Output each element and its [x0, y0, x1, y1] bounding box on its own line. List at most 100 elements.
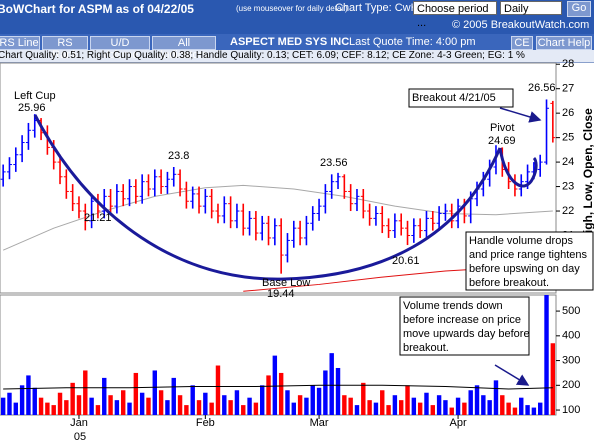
volume-bar: [411, 397, 417, 415]
annotation: Base Low: [262, 277, 310, 289]
quality-line: Chart Quality: 0.51; Right Cup Quality: …: [0, 50, 525, 61]
annotation: 19.44: [267, 288, 295, 300]
volume-bar: [158, 390, 164, 415]
volume-bar: [386, 405, 391, 415]
volume-bar: [108, 395, 113, 415]
line: [2, 184, 553, 251]
rs-rank-button[interactable]: RS Rank: [42, 36, 88, 61]
x-tick-label: Feb: [196, 417, 215, 429]
ud-volume-button[interactable]: U/D Volume: [90, 36, 150, 61]
volume-bar: [32, 387, 37, 415]
volume-bar: [285, 390, 290, 415]
volume-bar: [392, 395, 398, 415]
y-tick-label: 27: [562, 83, 574, 95]
volume-bar: [449, 407, 454, 415]
volume-bar: [165, 400, 170, 415]
annotation: 20.61: [392, 255, 420, 267]
annotation: 26.56: [528, 82, 556, 94]
volume-bar: [310, 385, 315, 415]
volume-bar: [139, 392, 145, 415]
annotation: 25.96: [18, 102, 46, 114]
quote-time: Last Quote Time: 4:00 pm: [349, 36, 476, 48]
arrow: [494, 364, 530, 386]
annotation: move upwards day before: [403, 328, 530, 340]
volume-bar: [424, 392, 429, 415]
annotation: 23.56: [320, 157, 348, 169]
year-label: 05: [74, 431, 86, 441]
volume-bar: [76, 395, 82, 415]
volume-bar: [114, 400, 120, 415]
volume-bar: [493, 380, 499, 415]
annotation-box: [408, 88, 514, 108]
volume-bar: [272, 355, 278, 415]
arrow: [499, 107, 542, 123]
volume-bar: [323, 370, 328, 415]
interval-select[interactable]: Daily: [500, 1, 562, 15]
annotation-box: [399, 296, 530, 356]
chart-help-button[interactable]: Chart Help: [536, 36, 592, 50]
y-tick-label: 23: [562, 180, 574, 192]
annotation: breakout.: [403, 342, 449, 354]
volume-bar: [316, 387, 322, 415]
volume-bar: [57, 392, 63, 415]
go-button[interactable]: Go: [567, 1, 591, 17]
volume-bar: [474, 385, 480, 415]
volume-bar: [430, 405, 436, 415]
volume-bar: [95, 405, 101, 415]
line: [3, 384, 553, 390]
volume-bar: [120, 390, 126, 415]
volume-plot: [0, 295, 556, 415]
volume-bar: [348, 397, 353, 415]
volume-bar: [525, 405, 530, 415]
volume-bar: [259, 385, 265, 415]
copyright: © 2005 BreakoutWatch.com: [452, 19, 590, 31]
volume-bar: [405, 385, 410, 415]
volume-bar: [443, 400, 448, 415]
all-indicators-button[interactable]: All Indicators: [152, 36, 216, 61]
cup-curve: [33, 114, 502, 281]
handle-curve: [498, 147, 538, 188]
volume-bar: [19, 385, 25, 415]
annotation: 23.8: [168, 150, 189, 162]
volume-bar: [462, 402, 467, 415]
volume-bar: [241, 405, 246, 415]
volume-bar: [398, 400, 404, 415]
volume-bar: [266, 375, 271, 415]
annotation: before increase on price: [403, 314, 521, 326]
volume-bar: [500, 395, 505, 415]
y-tick-label: 22: [562, 205, 574, 217]
annotation: Handle volume drops: [469, 235, 573, 247]
rs-line-button[interactable]: RS Line: [0, 36, 40, 50]
volume-bar: [544, 295, 549, 415]
volume-bar: [253, 402, 259, 415]
volume-bar: [550, 343, 556, 415]
volume-bar: [247, 397, 252, 415]
volume-bar: [215, 365, 221, 415]
volume-bar: [291, 402, 297, 415]
volume-bar: [222, 395, 227, 415]
y-tick-label: 400: [562, 330, 580, 342]
volume-bar: [278, 372, 284, 415]
y-tick-label: 26: [562, 107, 574, 119]
volume-bar: [13, 402, 19, 415]
volume-bar: [417, 402, 423, 415]
period-select[interactable]: Choose period ...: [413, 1, 497, 29]
ce-button[interactable]: CE: [511, 36, 533, 50]
company: ASPECT MED SYS INC: [230, 36, 350, 48]
annotation-box: [465, 231, 594, 291]
volume-bar: [26, 375, 31, 415]
volume-bar: [234, 390, 240, 415]
volume-bar: [506, 402, 511, 415]
volume-bar: [171, 377, 176, 415]
y-tick-label: 100: [562, 404, 580, 416]
volume-bar: [184, 405, 189, 415]
volume-bar: [89, 397, 94, 415]
volume-bar: [196, 400, 202, 415]
annotation: Volume trends down: [403, 300, 503, 312]
volume-bar: [512, 407, 518, 415]
volume-bar: [537, 402, 543, 415]
volume-bar: [361, 382, 366, 415]
volume-bar: [209, 402, 214, 415]
volume-bar: [468, 390, 473, 415]
volume-bar: [146, 397, 151, 415]
